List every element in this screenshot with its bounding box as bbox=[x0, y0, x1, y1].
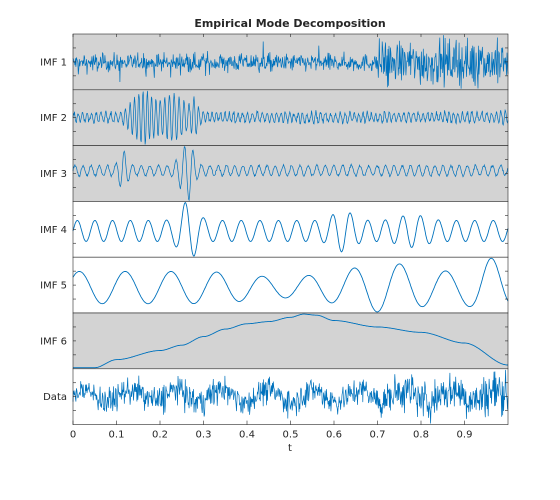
panel-imf-2: IMF 2 bbox=[40, 89, 509, 146]
x-tick-label: 0.8 bbox=[413, 430, 429, 441]
panels-group: IMF 1 IMF 2 IMF 3 IMF 4 IMF 5 IMF 6 Data bbox=[40, 33, 509, 425]
panel-label: IMF 1 bbox=[40, 57, 67, 68]
panel-imf-4: IMF 4 bbox=[40, 201, 509, 258]
series-line bbox=[73, 313, 508, 369]
x-tick-label: 0.5 bbox=[283, 430, 299, 441]
panel-background bbox=[73, 145, 508, 202]
series-line bbox=[72, 369, 509, 424]
x-tick-label: 0.1 bbox=[109, 430, 125, 441]
series-line bbox=[72, 257, 509, 313]
panel-label: Data bbox=[43, 392, 67, 403]
panel-imf-1: IMF 1 bbox=[40, 33, 509, 91]
series-line bbox=[72, 201, 509, 257]
x-tick-label: 0.6 bbox=[326, 430, 342, 441]
x-tick-label: 0.9 bbox=[457, 430, 473, 441]
panel-background bbox=[73, 313, 508, 369]
chart-title: Empirical Mode Decomposition bbox=[194, 17, 385, 30]
x-tick-label: 0.4 bbox=[239, 430, 255, 441]
panel-background bbox=[73, 257, 508, 313]
panel-label: IMF 2 bbox=[40, 113, 67, 124]
panel-label: IMF 3 bbox=[40, 169, 67, 180]
series-line bbox=[72, 90, 509, 145]
panel-label: IMF 5 bbox=[40, 281, 67, 292]
panel-background bbox=[73, 201, 508, 258]
x-tick-label: 0.3 bbox=[196, 430, 212, 441]
panel-imf-6: IMF 6 bbox=[40, 312, 509, 370]
panel-label: IMF 6 bbox=[40, 336, 67, 347]
panel-data: Data bbox=[43, 368, 509, 425]
series-line bbox=[72, 146, 509, 202]
x-axis-label: t bbox=[288, 443, 292, 454]
x-tick-label: 0.7 bbox=[370, 430, 386, 441]
panel-label: IMF 4 bbox=[40, 225, 67, 236]
series-line bbox=[72, 35, 509, 89]
panel-imf-3: IMF 3 bbox=[40, 145, 509, 202]
x-tick-label: 0 bbox=[70, 430, 76, 441]
x-tick-label: 0.2 bbox=[152, 430, 168, 441]
x-axis: 0 0.1 0.2 0.3 0.4 0.5 0.6 0.7 0.8 0.9 bbox=[70, 34, 473, 441]
panel-imf-5: IMF 5 bbox=[40, 256, 509, 314]
